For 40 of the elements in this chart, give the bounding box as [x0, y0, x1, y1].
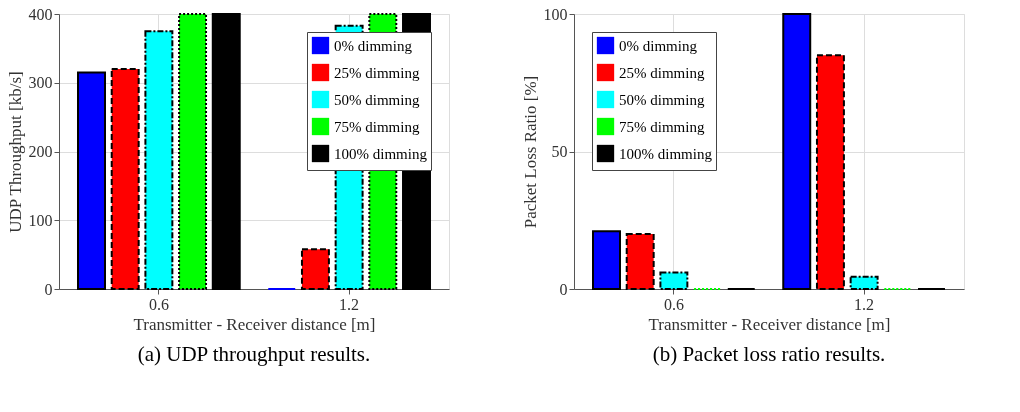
y-tick-label: 50: [551, 143, 568, 160]
bar: [592, 230, 621, 290]
x-axis-title: Transmitter - Receiver distance [m]: [648, 314, 891, 334]
y-tick-label: 200: [28, 143, 53, 160]
bar: [782, 13, 812, 290]
legend-label: 0% dimming: [619, 37, 698, 54]
legend-label: 75% dimming: [619, 118, 705, 135]
y-tick-label: 0: [44, 280, 53, 298]
legend-label: 75% dimming: [334, 118, 420, 135]
y-tick-label: 300: [28, 74, 53, 92]
bar: [211, 13, 241, 290]
y-tick-label: 400: [28, 5, 53, 23]
y-tick-label: 100: [28, 211, 53, 229]
x-axis-title: Transmitter - Receiver distance [m]: [133, 314, 376, 334]
bar: [144, 30, 174, 290]
bar: [178, 13, 208, 290]
bar: [849, 275, 879, 290]
legend-label: 50% dimming: [334, 91, 420, 108]
x-tick-label: 1.2: [339, 295, 360, 313]
x-tick-label: 0.6: [663, 295, 684, 313]
x-tick-label: 0.6: [148, 295, 169, 313]
legend-label: 0% dimming: [334, 37, 413, 54]
y-axis-title: Packet Loss Ratio [%]: [520, 75, 540, 229]
legend-label: 100% dimming: [619, 145, 713, 162]
x-tick-label: 1.2: [854, 295, 875, 313]
y-axis-title: UDP Throughput [kb/s]: [5, 71, 25, 233]
bar: [625, 233, 655, 290]
text: (a) UDP throughput results.: [137, 342, 371, 366]
bar: [815, 54, 845, 290]
y-tick-label: 100: [543, 5, 568, 23]
bar: [659, 271, 689, 290]
legend-label: 25% dimming: [619, 64, 705, 81]
y-tick-label: 0: [559, 280, 568, 298]
legend-label: 50% dimming: [619, 91, 705, 108]
bar: [110, 68, 140, 290]
text: (b) Packet loss ratio results.: [652, 342, 886, 366]
legend-label: 100% dimming: [334, 145, 428, 162]
bar: [300, 248, 330, 290]
bar: [77, 71, 106, 290]
legend-label: 25% dimming: [334, 64, 420, 81]
